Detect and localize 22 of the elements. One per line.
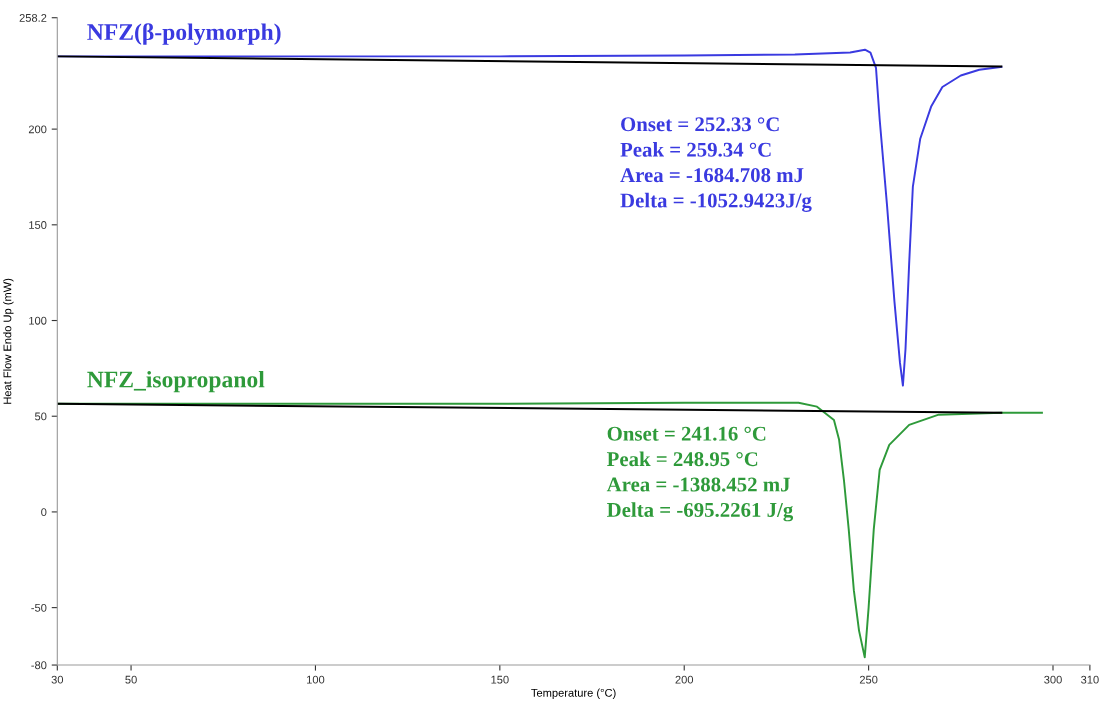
x-tick-label: 200	[675, 675, 694, 684]
y-tick-label: 0	[41, 508, 47, 517]
y-tick-label: -50	[31, 603, 47, 612]
series-label: NFZ_isopropanol	[87, 370, 265, 393]
annotation: Onset = 241.16 °C Peak = 248.95 °C Area = -1388.452 mJ Delta = -695.2261 J/g	[606, 426, 794, 522]
x-tick-label: 250	[859, 675, 878, 684]
x-tick-label: 300	[1044, 675, 1062, 684]
y-tick-label: -80	[31, 661, 47, 670]
y-tick-label: 150	[29, 221, 47, 229]
y-tick-label: 200	[28, 125, 47, 134]
x-tick-label: 310	[1081, 675, 1099, 684]
x-axis-title: Temperature (°C)	[531, 688, 616, 699]
x-tick-label: 50	[125, 675, 137, 684]
y-axis-title: Heat Flow Endo Up (mW)	[3, 278, 14, 404]
annotation: Onset = 252.33 °C Peak = 259.34 °C Area = -1684.708 mJ Delta = -1052.9423J/g	[620, 117, 812, 212]
y-tick-label: 100	[29, 316, 47, 325]
y-tick-label: 258.2	[19, 13, 47, 22]
x-tick-label: 100	[307, 675, 325, 684]
x-tick-label: 30	[51, 675, 64, 684]
series-label: NFZ(β-polymorph)	[87, 23, 281, 45]
y-tick-label: 50	[34, 412, 47, 421]
x-tick-label: 150	[491, 675, 509, 684]
